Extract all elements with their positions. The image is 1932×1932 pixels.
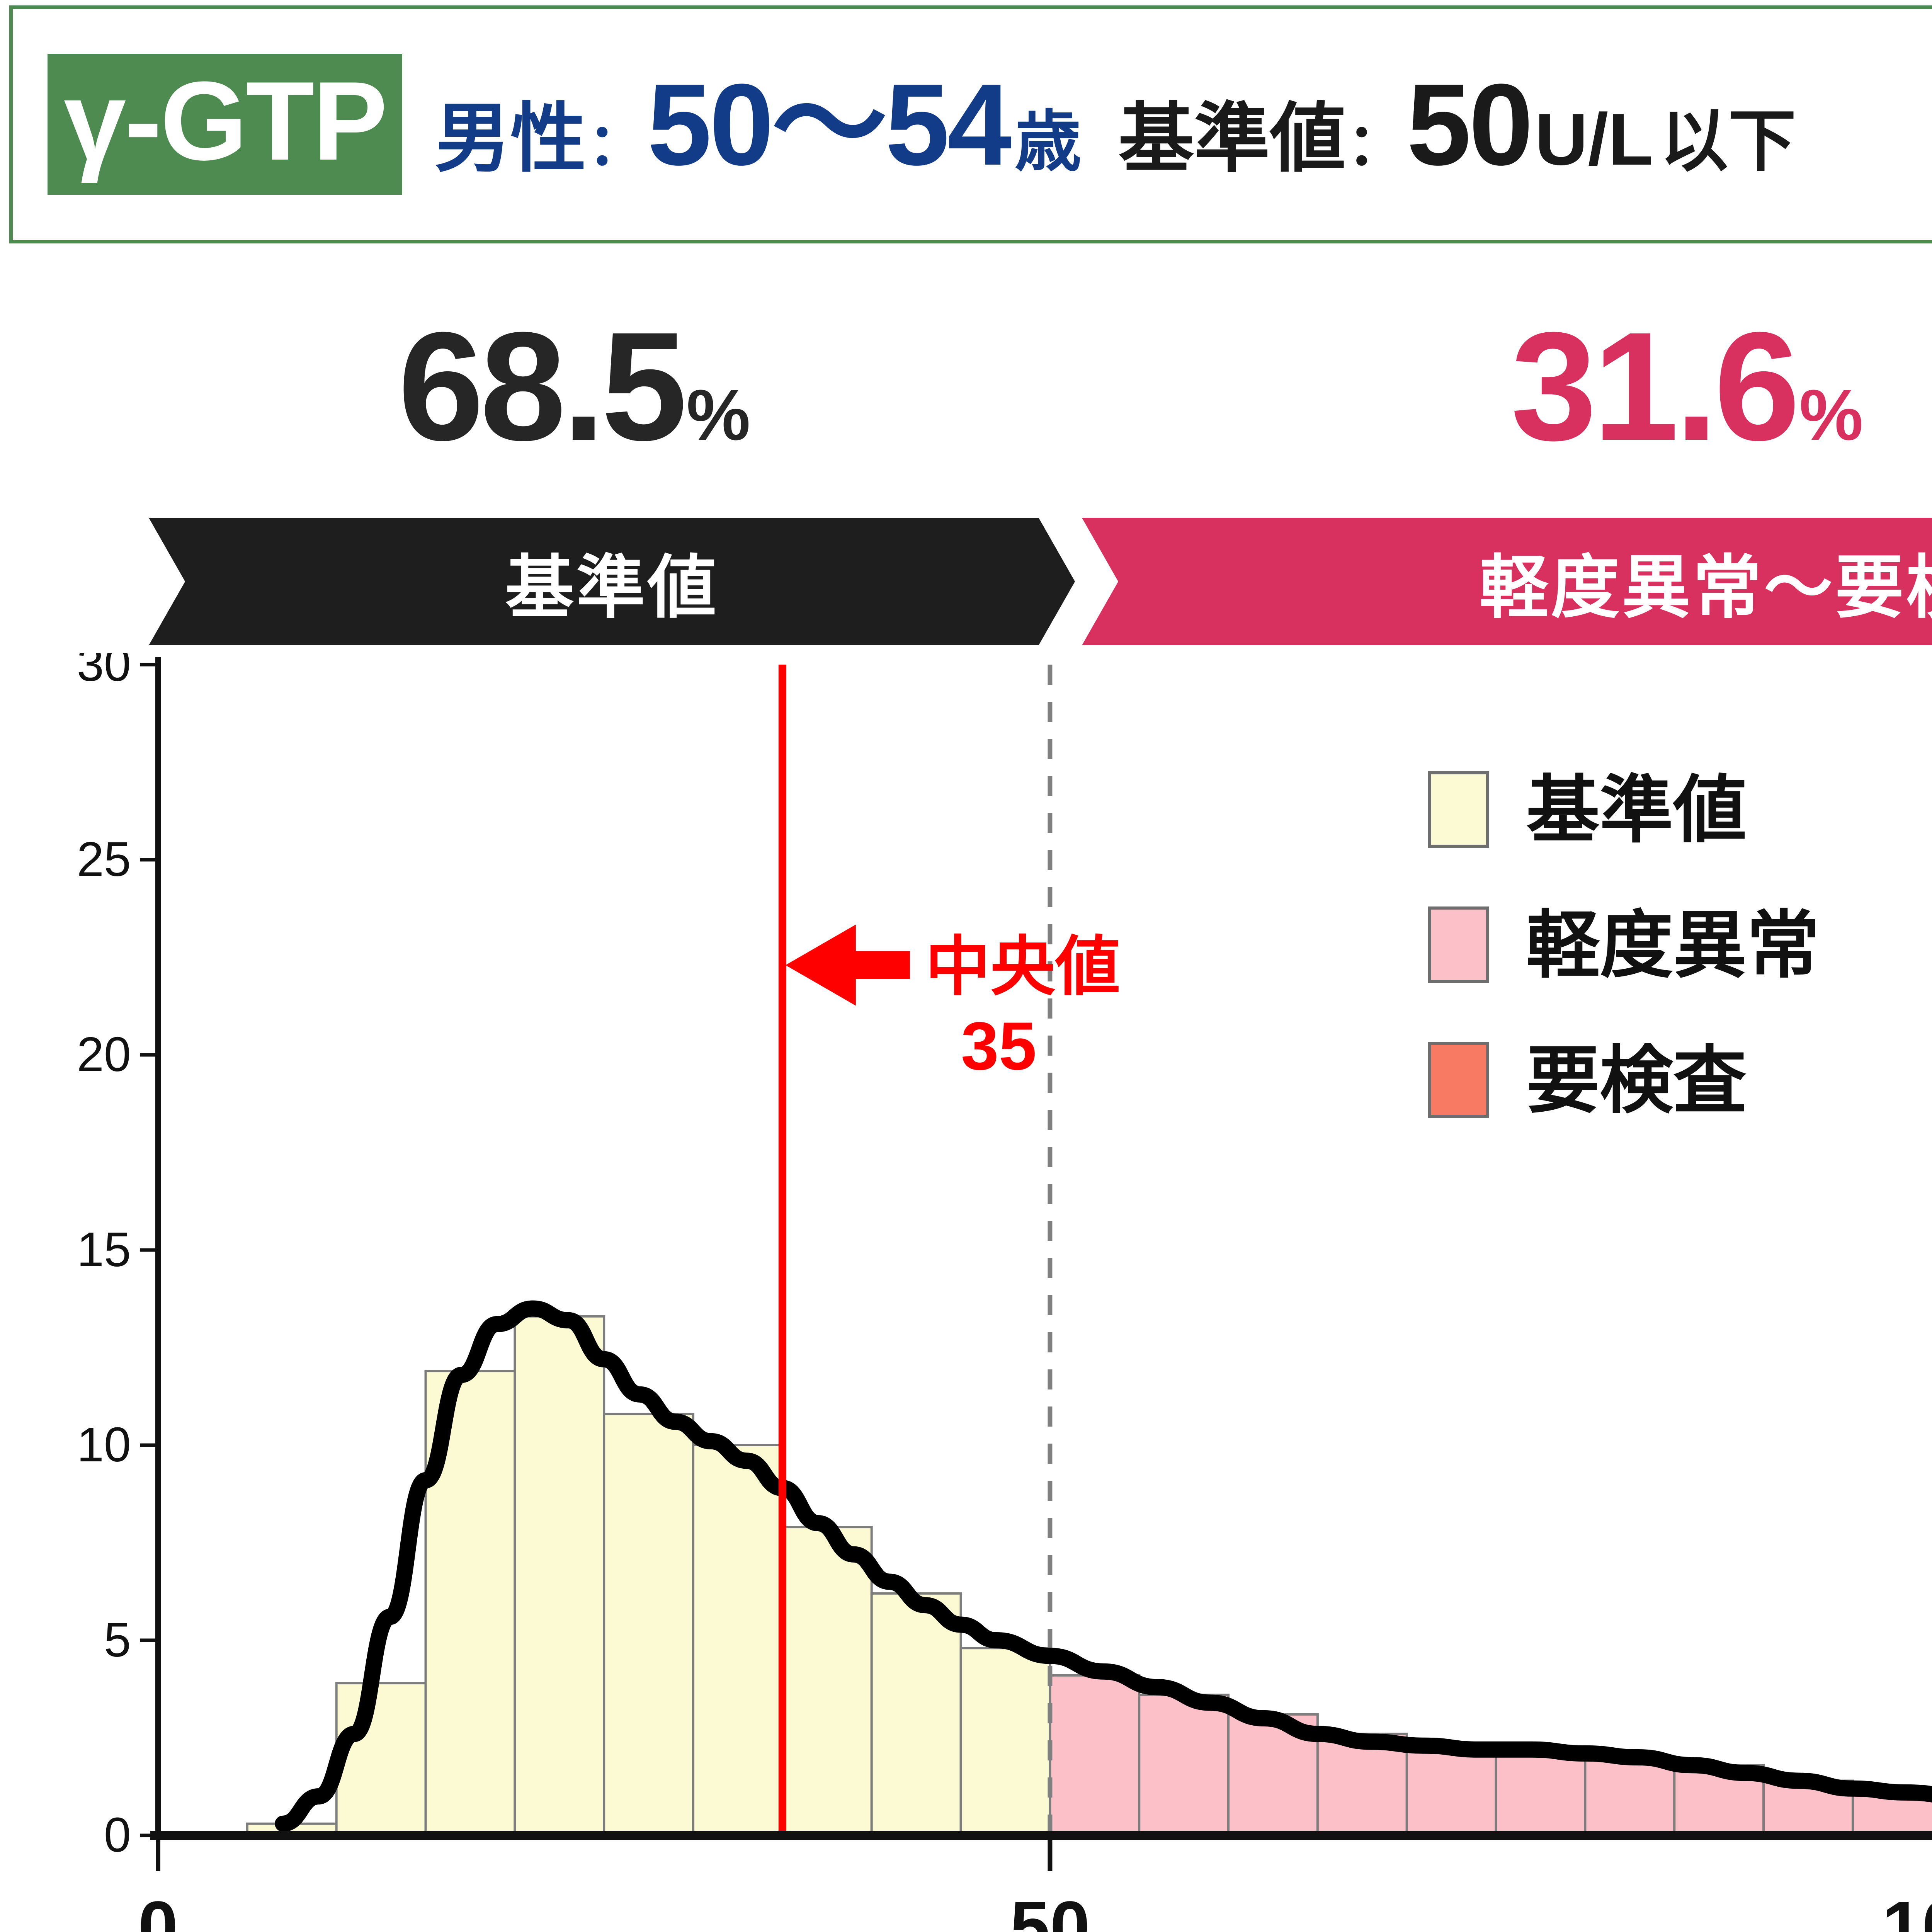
header-bar: γ-GTP 男性 ： 50〜54 歳 基準値 ： 50 U/L 以下 — [9, 5, 1932, 243]
x-tick-label: 50 — [1010, 1887, 1090, 1932]
histogram-bar — [603, 1413, 695, 1837]
histogram-bar — [1138, 1694, 1230, 1837]
normal-percentage-sign: % — [686, 375, 750, 455]
sex-colon: ： — [588, 112, 646, 177]
y-tick-label: 15 — [77, 1222, 131, 1277]
reference-label: 基準値 — [1118, 96, 1346, 181]
y-tick-label: 0 — [104, 1808, 131, 1862]
reference-colon: ： — [1347, 112, 1405, 177]
y-tick-label: 5 — [104, 1612, 131, 1667]
legend-label: 軽度異常 — [1526, 905, 1820, 986]
sex-label: 男性 — [435, 96, 587, 181]
normal-percentage-value: 68.5 — [398, 300, 687, 473]
legend-swatch — [1428, 906, 1489, 983]
abnormal-percentage: 31.6 % — [1511, 309, 1863, 464]
histogram-bar — [870, 1592, 962, 1837]
abnormal-percentage-value: 31.6 — [1511, 300, 1800, 473]
median-value: 35 — [961, 1009, 1037, 1084]
histogram-bar — [1049, 1674, 1141, 1837]
y-tick-label: 10 — [77, 1417, 131, 1472]
age-range: 50〜54 — [647, 60, 1012, 189]
histogram-bar — [1405, 1748, 1497, 1837]
normal-percentage: 68.5 % — [398, 309, 750, 464]
summary-percentages: 68.5 % 31.6 % — [0, 309, 1932, 495]
reference-range-label: 基準値 ： 50 U/L 以下 — [1118, 66, 1796, 182]
median-arrow-icon — [785, 924, 910, 1006]
x-tick-label: 0 — [138, 1887, 178, 1932]
demographic-label: 男性 ： 50〜54 歳 — [435, 66, 1081, 182]
reference-unit: U/L — [1535, 99, 1653, 180]
histogram-bar — [959, 1647, 1051, 1837]
histogram-bar — [1584, 1756, 1676, 1837]
banner-normal: 基準値 — [149, 518, 1075, 645]
histogram-bar — [514, 1315, 605, 1837]
y-tick-label: 30 — [77, 653, 131, 691]
histogram-bar — [1316, 1733, 1408, 1837]
reference-value: 50 — [1406, 60, 1533, 189]
age-unit: 歳 — [1015, 105, 1082, 179]
legend-label: 要検査 — [1526, 1040, 1747, 1122]
abnormal-percentage-sign: % — [1799, 375, 1863, 455]
y-tick-label: 20 — [77, 1027, 131, 1082]
histogram-bar — [1495, 1748, 1587, 1837]
banner-abnormal: 軽度異常〜要検査 — [1082, 518, 1932, 645]
x-tick-label: 100 — [1882, 1887, 1932, 1932]
median-label: 中央値 — [925, 930, 1120, 1003]
histogram-bar — [692, 1444, 784, 1837]
density-curve — [275, 1300, 1932, 1832]
legend-label: 基準値 — [1526, 769, 1747, 851]
legend-swatch — [1428, 771, 1489, 848]
test-name-badge: γ-GTP — [48, 54, 402, 195]
histogram-bar — [781, 1526, 873, 1837]
reference-suffix: 以下 — [1660, 104, 1796, 179]
histogram-bar — [335, 1682, 427, 1837]
y-tick-label: 25 — [77, 832, 131, 886]
legend-swatch — [1428, 1042, 1489, 1118]
category-banners: 基準値 軽度異常〜要検査 — [0, 518, 1932, 645]
